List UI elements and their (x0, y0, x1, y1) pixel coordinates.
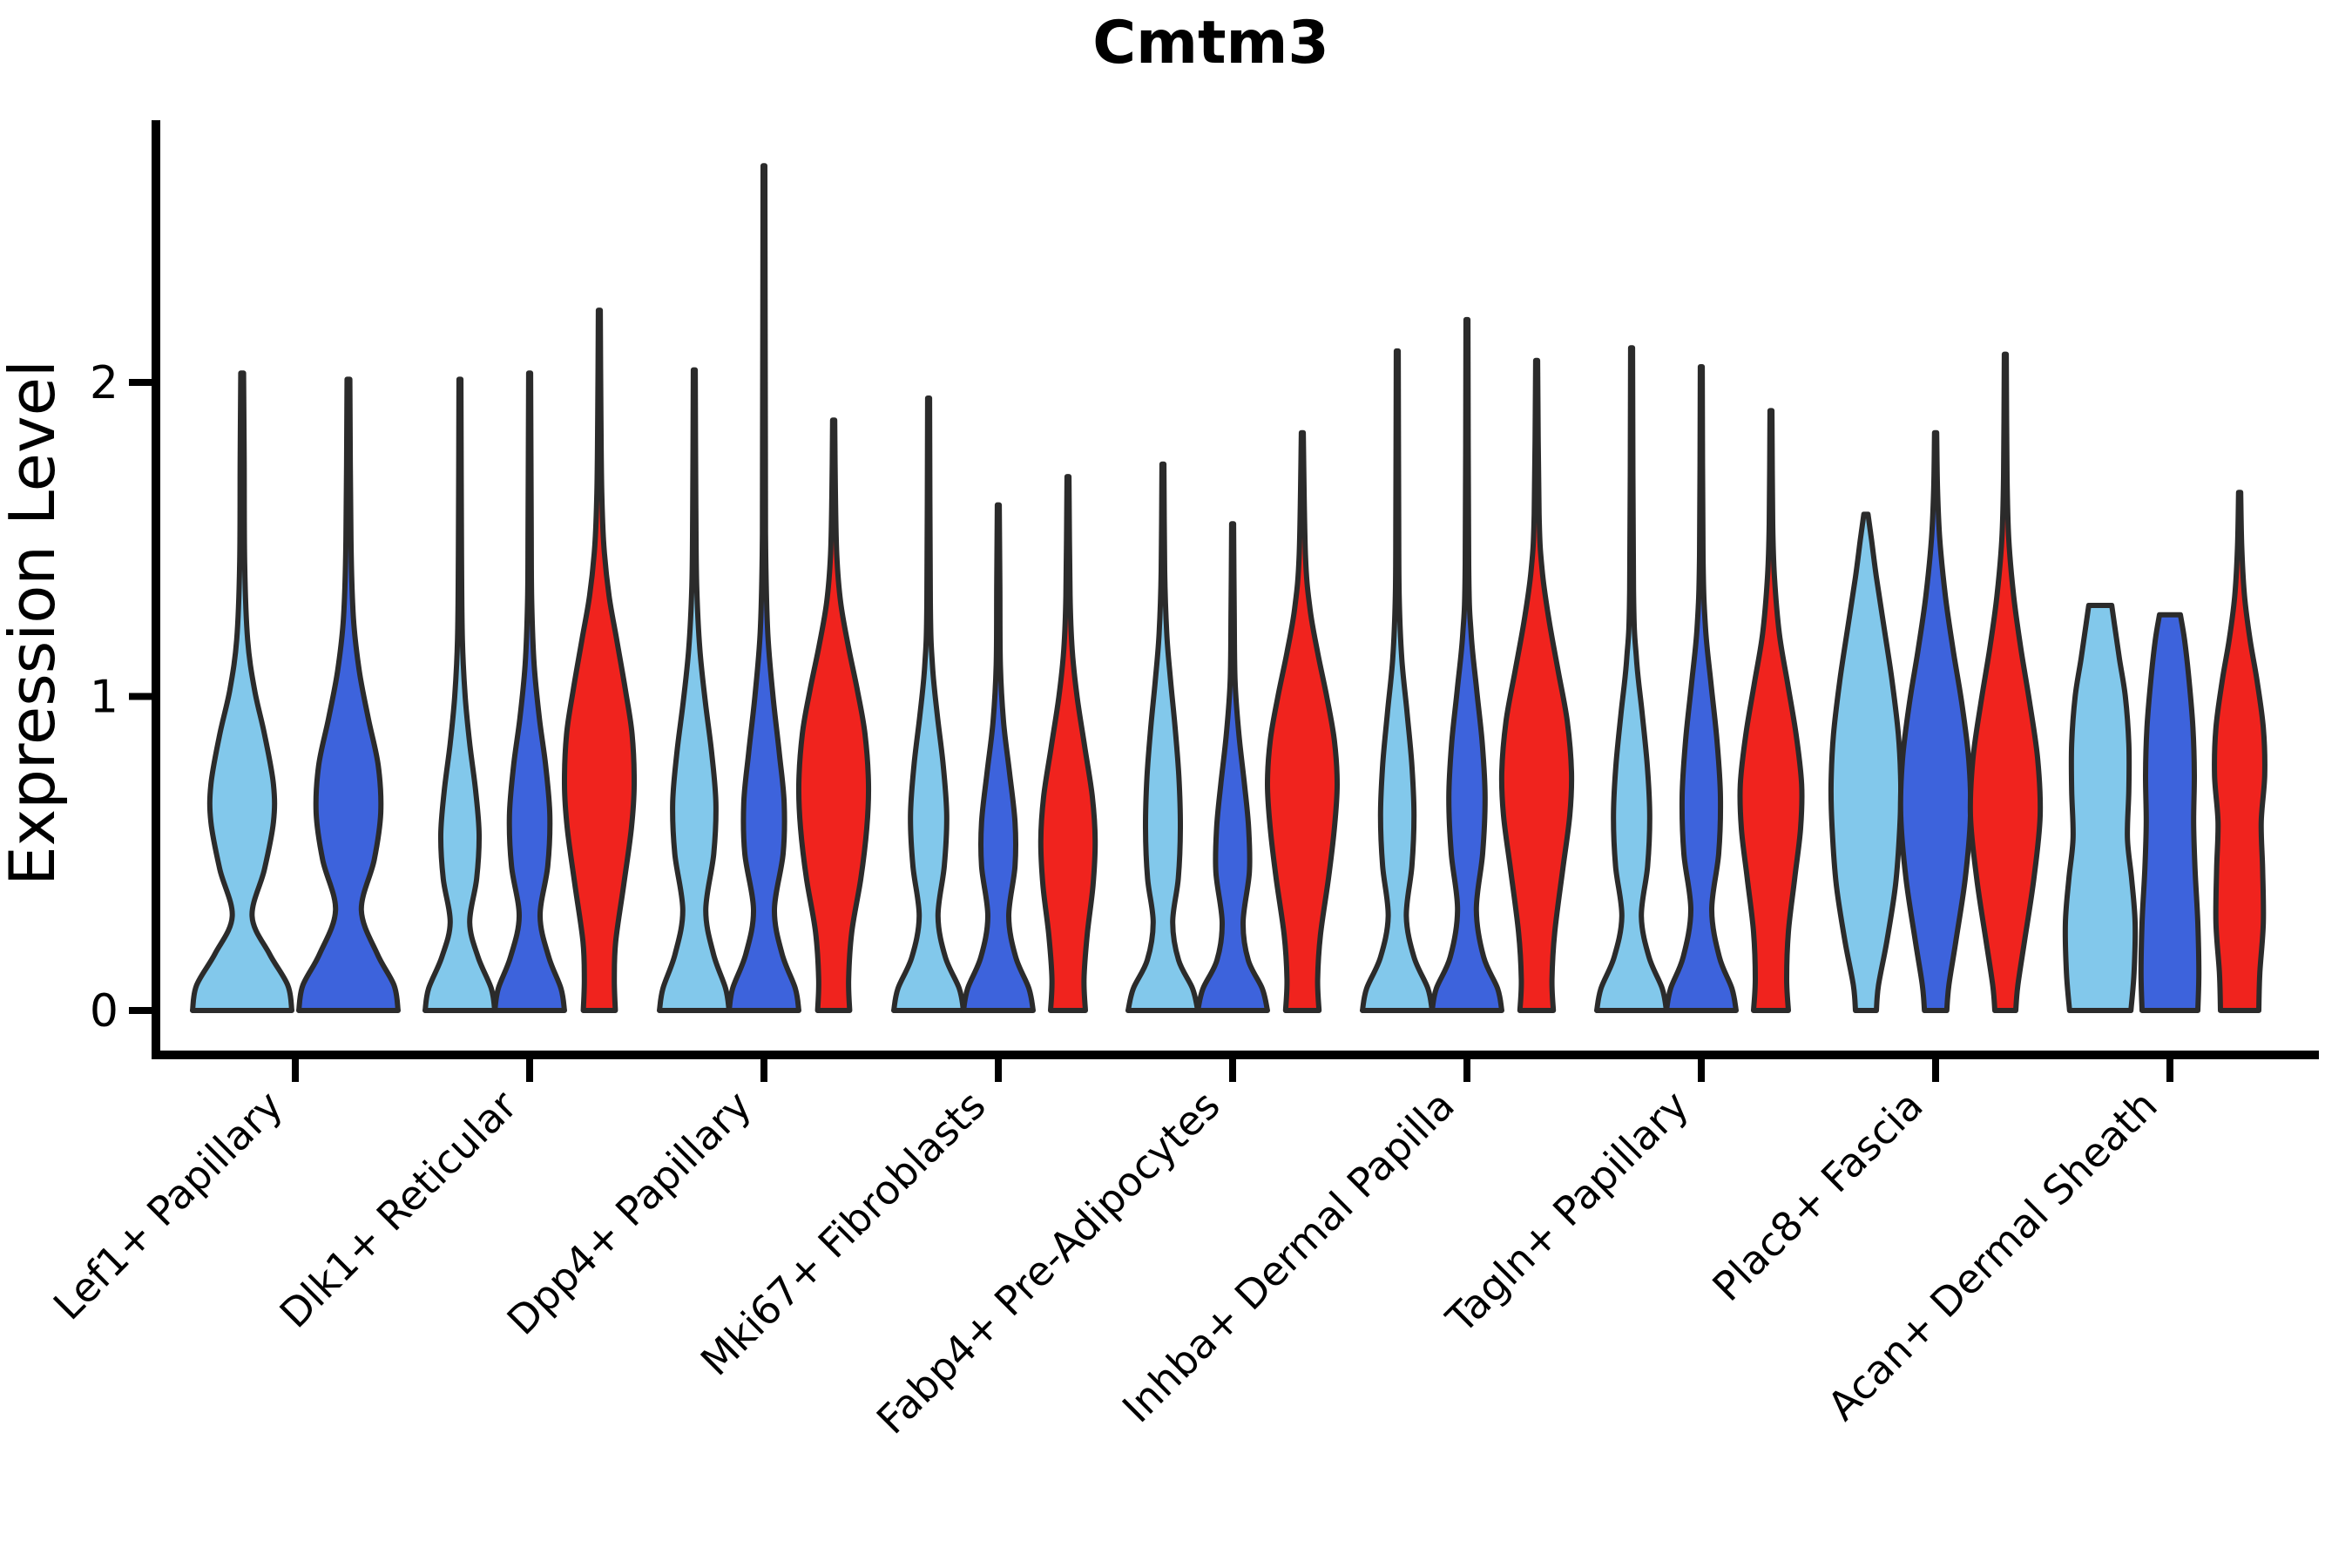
y-tick-label: 2 (90, 357, 118, 409)
y-axis-spine (152, 120, 160, 1059)
violin-dlk1-reticular-red (561, 308, 638, 1013)
violin-lef1-papillary-light-blue (190, 370, 294, 1013)
violin-dpp4-papillary-dark-blue (727, 163, 801, 1013)
y-tick-mark (129, 379, 152, 386)
violin-inhba-dermal-papilla-red (1498, 357, 1575, 1013)
violin-mki67-fibroblasts-red (1037, 474, 1098, 1013)
x-tick-label-lef1-papillary: Lef1+ Papillary (44, 1082, 292, 1329)
x-tick-mark (995, 1059, 1002, 1082)
x-tick-mark (760, 1059, 767, 1082)
violin-acan-dermal-sheath-dark-blue (2138, 612, 2202, 1013)
violin-fabp4-pre-adipocytes-dark-blue (1195, 521, 1270, 1013)
x-tick-label-dpp4-papillary: Dpp4+ Papillary (498, 1082, 760, 1344)
violin-tagln-papillary-red (1737, 408, 1805, 1013)
x-tick-label-tagln-papillary: Tagln+ Papillary (1436, 1082, 1698, 1343)
violin-lef1-papillary-dark-blue (296, 376, 401, 1013)
y-tick-mark (129, 693, 152, 700)
violin-tagln-papillary-light-blue (1594, 345, 1669, 1013)
violin-dlk1-reticular-dark-blue (492, 370, 567, 1013)
violin-fabp4-pre-adipocytes-red (1265, 429, 1340, 1013)
violin-acan-dermal-sheath-light-blue (2062, 603, 2139, 1013)
x-tick-mark (2166, 1059, 2173, 1082)
y-tick-label: 0 (90, 985, 118, 1037)
x-tick-label-plac8-fascia: Plac8+ Fascia (1703, 1082, 1931, 1310)
violin-tagln-papillary-dark-blue (1664, 364, 1739, 1013)
y-axis-label: Expression Level (0, 360, 69, 886)
violin-mki67-fibroblasts-dark-blue (961, 502, 1036, 1013)
x-tick-label-dlk1-reticular: Dlk1+ Reticular (271, 1082, 526, 1337)
violin-dlk1-reticular-light-blue (422, 376, 497, 1013)
x-axis-spine (152, 1051, 2319, 1059)
y-tick-label: 1 (90, 672, 118, 724)
x-tick-mark (1698, 1059, 1705, 1082)
x-tick-mark (1932, 1059, 1939, 1082)
violin-acan-dermal-sheath-red (2212, 490, 2268, 1013)
violin-plac8-fascia-dark-blue (1897, 429, 1974, 1013)
violin-inhba-dermal-papilla-light-blue (1360, 348, 1435, 1013)
violin-plac8-fascia-red (1967, 351, 2044, 1013)
violin-mki67-fibroblasts-light-blue (891, 395, 966, 1013)
violin-plac8-fascia-light-blue (1828, 511, 1904, 1013)
x-tick-mark (1229, 1059, 1236, 1082)
y-tick-mark (129, 1007, 152, 1014)
violin-dpp4-papillary-light-blue (657, 367, 732, 1013)
violin-inhba-dermal-papilla-dark-blue (1429, 316, 1504, 1013)
chart-title: Cmtm3 (1092, 9, 1328, 78)
x-tick-mark (1463, 1059, 1470, 1082)
violin-fabp4-pre-adipocytes-light-blue (1125, 461, 1200, 1013)
x-tick-mark (292, 1059, 299, 1082)
violin-dpp4-papillary-red (795, 417, 872, 1013)
x-tick-mark (526, 1059, 533, 1082)
